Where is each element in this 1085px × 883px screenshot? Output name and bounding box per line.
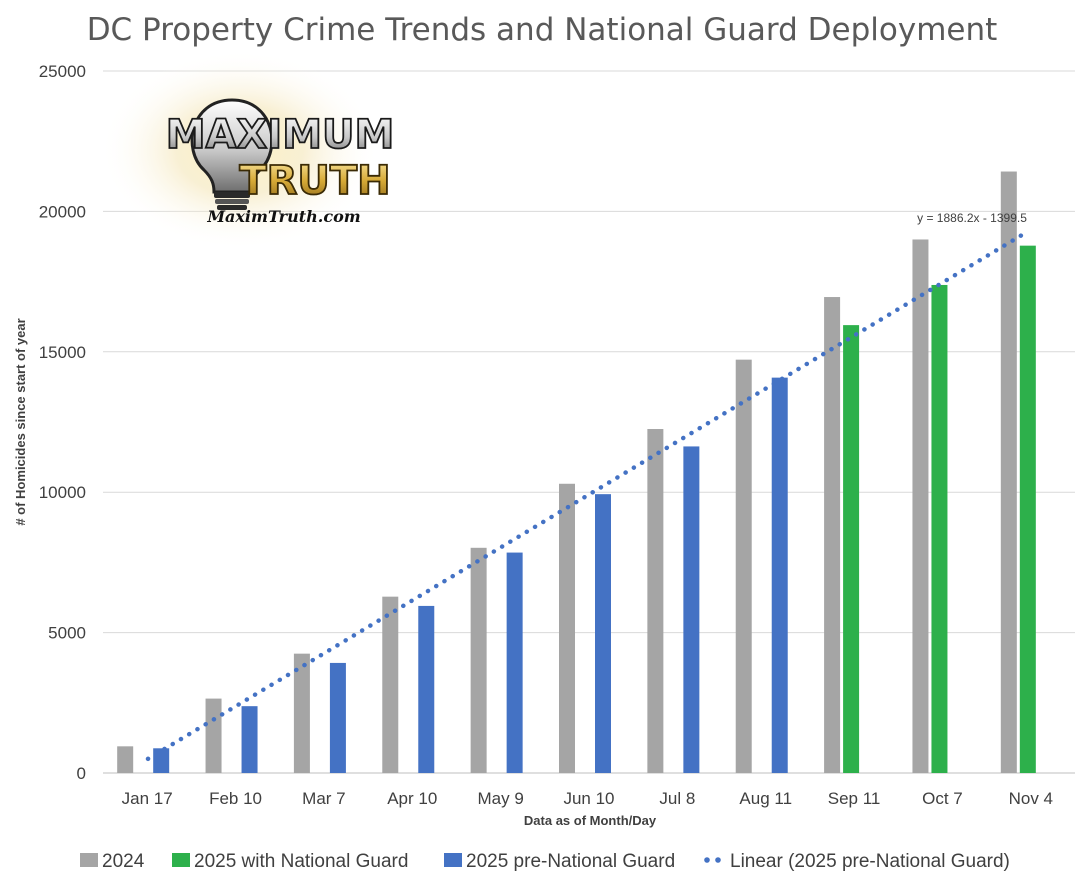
bar-2024-mar-7 — [293, 653, 310, 773]
bar-2024-nov-4 — [1000, 171, 1017, 774]
bar-2025-pre-guard-mar-7 — [329, 662, 346, 773]
bar-2025-pre-guard-jul-8 — [683, 446, 700, 773]
x-axis-title: Data as of Month/Day — [524, 813, 657, 828]
trendline-equation: y = 1886.2x - 1399.5 — [917, 211, 1027, 225]
x-tick-label-aug-11: Aug 11 — [739, 789, 792, 808]
lightbulb-icon — [190, 98, 274, 210]
x-tick-label-mar-7: Mar 7 — [302, 789, 345, 808]
bar-2025-guard-oct-7 — [931, 284, 948, 773]
x-tick-label-feb-10: Feb 10 — [209, 789, 262, 808]
legend-label-2024: 2024 — [102, 851, 145, 872]
legend-dot-1 — [704, 857, 710, 863]
legend-swatch-2025-with-national-guard — [172, 853, 190, 867]
legend-swatch-2024 — [80, 853, 98, 867]
x-tick-label-sep-11: Sep 11 — [828, 789, 881, 808]
x-tick-label-apr-10: Apr 10 — [387, 789, 437, 808]
y-tick-label-20000: 20000 — [39, 202, 86, 221]
bar-2025-pre-guard-feb-10 — [241, 706, 258, 773]
bars-layer — [117, 171, 1036, 774]
bar-2024-jan-17 — [117, 746, 134, 773]
bar-2024-jun-10 — [559, 483, 575, 773]
bar-2024-jul-8 — [647, 429, 664, 773]
legend-swatch-2025-pre-national-guard — [444, 853, 462, 867]
chart-title: DC Property Crime Trends and National Gu… — [87, 12, 998, 48]
legend-label-2025-with-national-guard: 2025 with National Guard — [194, 851, 408, 872]
bar-2025-pre-guard-may-9 — [506, 552, 523, 773]
bar-2024-may-9 — [470, 547, 487, 773]
y-tick-label-10000: 10000 — [39, 483, 86, 502]
bar-2024-aug-11 — [735, 359, 752, 773]
logo-url: MaximTruth.com — [206, 207, 360, 226]
x-tick-label-jul-8: Jul 8 — [659, 789, 695, 808]
x-tick-label-may-9: May 9 — [477, 789, 523, 808]
x-tick-label-jun-10: Jun 10 — [563, 789, 614, 808]
bar-2025-pre-guard-apr-10 — [418, 605, 435, 773]
bar-2024-sep-11 — [824, 297, 841, 773]
logo-line1: MAXIMUM — [166, 112, 395, 158]
legend-label-linear-2025-pre-national-guard-: Linear (2025 pre-National Guard) — [730, 851, 1010, 872]
x-tick-label-nov-4: Nov 4 — [1009, 789, 1053, 808]
bar-2025-pre-guard-jun-10 — [595, 494, 611, 773]
bar-2025-guard-sep-11 — [843, 325, 860, 773]
y-tick-label-15000: 15000 — [39, 343, 86, 362]
maximum-truth-logo: MAXIMUM TRUTH MaximTruth.com — [100, 50, 395, 250]
y-tick-label-25000: 25000 — [39, 62, 86, 81]
trendline — [145, 230, 1028, 762]
trendline-layer — [145, 230, 1028, 762]
x-axis-labels: Jan 17 Feb 10 Mar 7 Apr 10 May 9 Jun 10 Jul 8 A… — [122, 789, 1053, 808]
logo-line2: TRUTH — [239, 158, 390, 204]
bar-2024-feb-10 — [205, 698, 222, 773]
y-axis-title: # of Homicides since start of year — [13, 318, 28, 525]
bar-2025-pre-guard-aug-11 — [771, 377, 788, 773]
legend: 2024 2025 with National Guard 2025 pre-Nat… — [80, 851, 1010, 872]
bar-2024-apr-10 — [382, 596, 399, 773]
y-tick-label-0: 0 — [77, 764, 86, 783]
legend-dot-2 — [715, 857, 721, 863]
legend-label-2025-pre-national-guard: 2025 pre-National Guard — [466, 851, 675, 872]
x-tick-label-jan-17: Jan 17 — [122, 789, 173, 808]
bar-2025-guard-nov-4 — [1019, 245, 1036, 773]
y-tick-label-5000: 5000 — [48, 624, 86, 643]
bar-2024-oct-7 — [912, 239, 929, 774]
x-tick-label-oct-7: Oct 7 — [922, 789, 963, 808]
